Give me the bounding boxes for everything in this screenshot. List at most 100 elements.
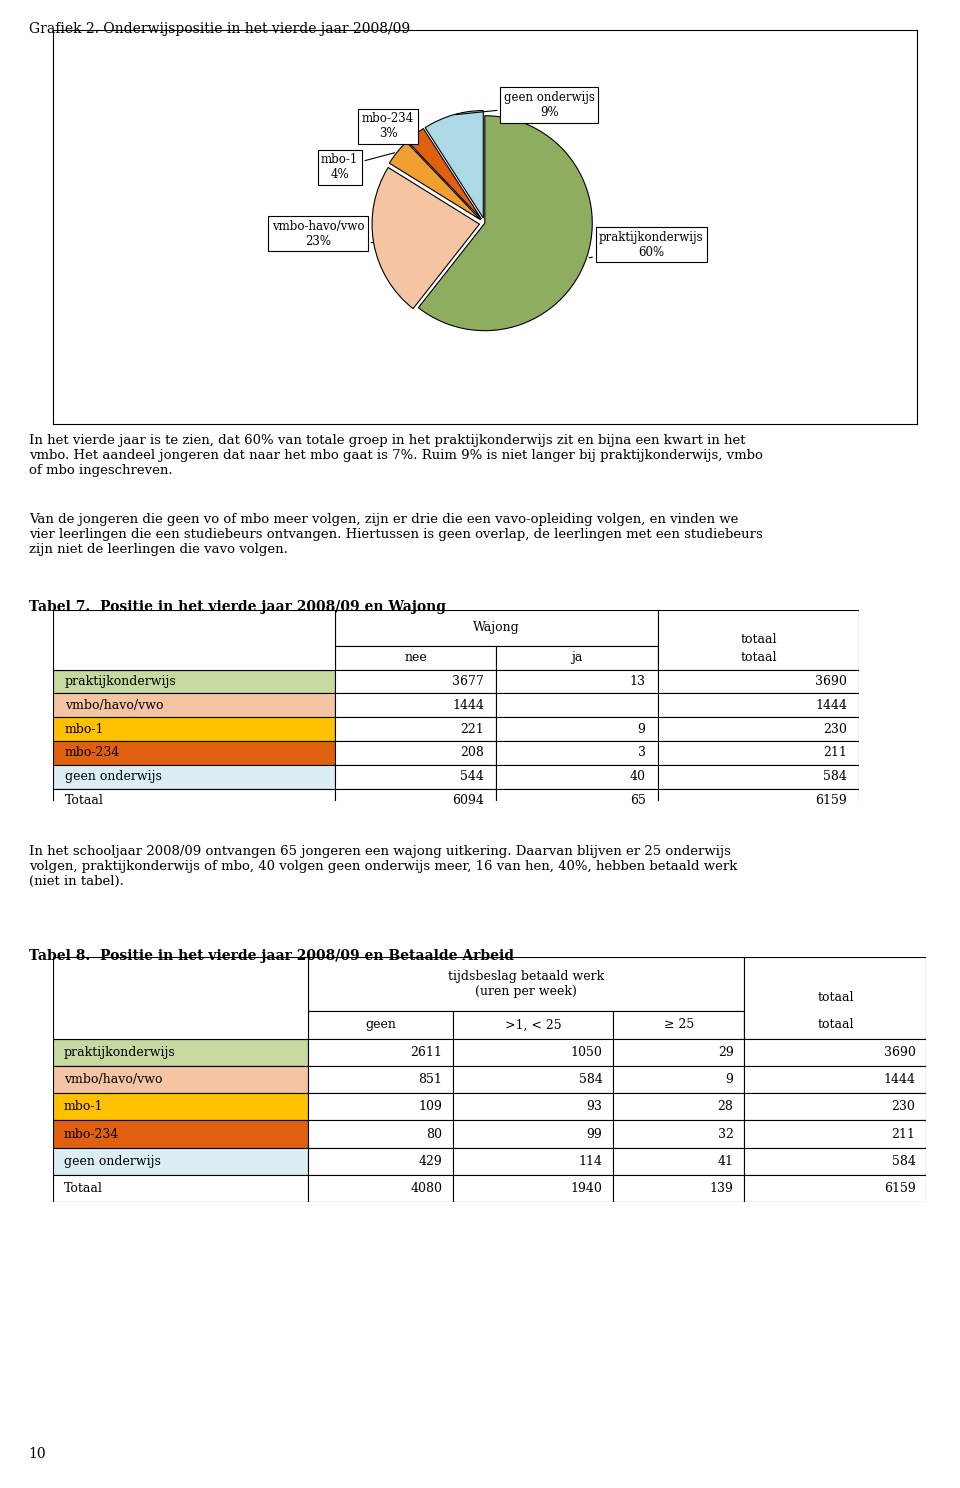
Text: totaal: totaal [740, 652, 777, 664]
Text: 3690: 3690 [815, 676, 847, 687]
Bar [496, 789, 658, 812]
Bar [496, 741, 658, 765]
Text: praktijkonderwijs
60%: praktijkonderwijs 60% [589, 231, 704, 259]
Text: 230: 230 [892, 1100, 916, 1113]
Text: 80: 80 [426, 1128, 443, 1141]
Bar [613, 1094, 744, 1120]
Bar [53, 717, 335, 741]
Bar [744, 957, 926, 1039]
Bar [613, 1039, 744, 1065]
Text: 6159: 6159 [815, 795, 847, 806]
Text: 41: 41 [717, 1155, 733, 1168]
Bar [658, 717, 859, 741]
Text: 9: 9 [637, 723, 645, 735]
Bar [658, 789, 859, 812]
Text: praktijkonderwijs: praktijkonderwijs [65, 676, 177, 687]
Text: 1444: 1444 [452, 699, 484, 711]
Bar [307, 1065, 453, 1094]
Text: 6094: 6094 [452, 795, 484, 806]
Bar [658, 693, 859, 717]
Text: Totaal: Totaal [65, 795, 104, 806]
Wedge shape [425, 110, 483, 219]
Wedge shape [407, 128, 482, 219]
Bar [307, 1094, 453, 1120]
Bar [744, 1065, 926, 1094]
Text: 28: 28 [718, 1100, 733, 1113]
Bar [53, 610, 335, 670]
Text: totaal: totaal [817, 991, 853, 1004]
Bar [53, 646, 335, 670]
Bar [613, 1147, 744, 1176]
Bar [658, 741, 859, 765]
Text: Totaal: Totaal [63, 1181, 103, 1195]
Text: Tabel 8.  Positie in het vierde jaar 2008/09 en Betaalde Arbeid: Tabel 8. Positie in het vierde jaar 2008… [29, 949, 514, 963]
Bar [744, 1094, 926, 1120]
Bar [53, 1012, 307, 1039]
Text: mbo-234: mbo-234 [63, 1128, 119, 1141]
Text: vmbo-havo/vwo
23%: vmbo-havo/vwo 23% [272, 220, 373, 248]
Text: 10: 10 [29, 1448, 46, 1461]
Text: In het vierde jaar is te zien, dat 60% van totale groep in het praktijkonderwijs: In het vierde jaar is te zien, dat 60% v… [29, 434, 762, 478]
Text: 221: 221 [461, 723, 484, 735]
Bar [613, 1176, 744, 1202]
Bar [496, 717, 658, 741]
Text: In het schooljaar 2008/09 ontvangen 65 jongeren een wajong uitkering. Daarvan bl: In het schooljaar 2008/09 ontvangen 65 j… [29, 845, 737, 888]
Bar [613, 1065, 744, 1094]
Text: 1940: 1940 [570, 1181, 603, 1195]
Bar [453, 1120, 613, 1147]
Text: 230: 230 [824, 723, 847, 735]
Bar [744, 1120, 926, 1147]
Bar [53, 1120, 307, 1147]
Text: 1444: 1444 [883, 1073, 916, 1086]
Text: 32: 32 [718, 1128, 733, 1141]
Text: 109: 109 [419, 1100, 443, 1113]
Text: 584: 584 [892, 1155, 916, 1168]
Text: totaal: totaal [817, 1018, 853, 1031]
Bar [307, 1012, 453, 1039]
Text: Tabel 7.  Positie in het vierde jaar 2008/09 en Wajong: Tabel 7. Positie in het vierde jaar 2008… [29, 600, 445, 613]
Text: 1444: 1444 [815, 699, 847, 711]
Bar [613, 1012, 744, 1039]
Text: 6159: 6159 [884, 1181, 916, 1195]
Wedge shape [372, 168, 479, 308]
Bar [335, 717, 496, 741]
Text: 211: 211 [824, 747, 847, 759]
Text: 3677: 3677 [452, 676, 484, 687]
Bar [658, 765, 859, 789]
Text: 2611: 2611 [411, 1046, 443, 1059]
Bar [53, 789, 335, 812]
Text: vmbo/havo/vwo: vmbo/havo/vwo [65, 699, 163, 711]
Text: 114: 114 [579, 1155, 603, 1168]
Bar [744, 1147, 926, 1176]
Text: 544: 544 [461, 771, 484, 783]
Bar [335, 610, 658, 646]
Text: mbo-1
4%: mbo-1 4% [321, 153, 395, 182]
Text: Wajong: Wajong [473, 622, 519, 634]
Text: vmbo/havo/vwo: vmbo/havo/vwo [63, 1073, 162, 1086]
Bar [335, 765, 496, 789]
Text: 851: 851 [419, 1073, 443, 1086]
Bar [53, 1039, 307, 1065]
Text: 3690: 3690 [883, 1046, 916, 1059]
Text: 429: 429 [419, 1155, 443, 1168]
Text: 29: 29 [718, 1046, 733, 1059]
Text: 65: 65 [630, 795, 645, 806]
Bar [307, 957, 744, 1012]
Text: 3: 3 [637, 747, 645, 759]
Bar [453, 1012, 613, 1039]
Bar [53, 957, 307, 1039]
Bar [307, 1147, 453, 1176]
Text: nee: nee [404, 652, 427, 664]
Bar [53, 693, 335, 717]
Bar [453, 1039, 613, 1065]
Bar [335, 741, 496, 765]
Text: mbo-1: mbo-1 [65, 723, 105, 735]
Text: geen onderwijs: geen onderwijs [63, 1155, 160, 1168]
Text: 208: 208 [461, 747, 484, 759]
Bar [335, 670, 496, 693]
Bar [53, 741, 335, 765]
Text: mbo-1: mbo-1 [63, 1100, 104, 1113]
Text: 9: 9 [726, 1073, 733, 1086]
Text: 40: 40 [630, 771, 645, 783]
Text: Van de jongeren die geen vo of mbo meer volgen, zijn er drie die een vavo-opleid: Van de jongeren die geen vo of mbo meer … [29, 513, 762, 557]
